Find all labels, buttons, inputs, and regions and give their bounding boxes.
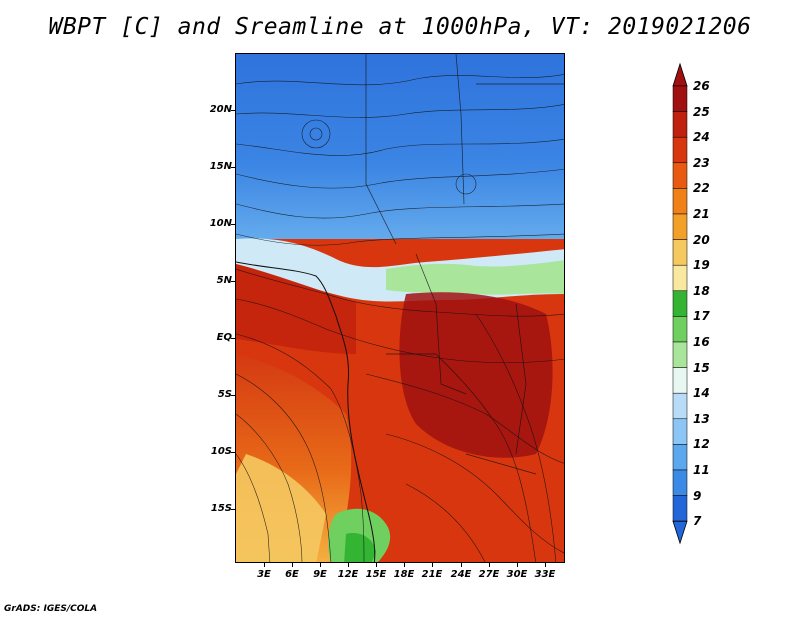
colorbar-segment: [672, 85, 688, 112]
coastline: [236, 261, 376, 562]
footer-credit: GrADS: IGES/COLA: [4, 604, 98, 614]
colorbar-label: 22: [693, 181, 710, 196]
green-band: [386, 260, 564, 295]
colorbar-segment: [672, 418, 688, 445]
lon-tick: [404, 563, 405, 567]
colorbar-segment: [672, 264, 688, 292]
colorbar-segment: [672, 392, 688, 420]
colorbar-segment: [672, 188, 688, 215]
colorbar-label: 11: [693, 463, 710, 477]
map-panel[interactable]: [235, 53, 565, 563]
wbpt-map: [236, 54, 564, 562]
colorbar-label: 20: [693, 232, 710, 247]
cool-region: [236, 54, 564, 254]
colorbar-label: 14: [693, 386, 710, 401]
lon-tick: [432, 563, 433, 567]
colorbar-label: 13: [693, 411, 710, 426]
lon-label-27e: 27E: [478, 569, 500, 580]
colorbar-segment: [672, 316, 688, 343]
lat-tick: [231, 110, 235, 111]
lat-label-20n: 20N: [209, 104, 232, 115]
colorbar-label: 25: [693, 104, 710, 119]
streamlines: [236, 74, 564, 562]
lat-label-15s: 15S: [210, 503, 232, 514]
lon-tick: [517, 563, 518, 567]
colorbar-label: 18: [693, 283, 710, 298]
colorbar-label: 17: [693, 309, 710, 324]
lon-label-12e: 12E: [337, 569, 359, 580]
lat-label-10s: 10S: [210, 446, 232, 457]
colorbar-scale: [672, 62, 688, 545]
lon-label-3e: 3E: [257, 569, 271, 580]
lon-label-30e: 30E: [506, 569, 528, 580]
lon-label-33e: 33E: [534, 569, 556, 580]
colorbar-segment: [672, 367, 688, 394]
lat-tick: [231, 167, 235, 168]
colorbar: 26 25 24 23 22 21 20 19 18 17 16 15 14 13 12 11 9 7: [670, 60, 770, 560]
lon-label-18e: 18E: [393, 569, 415, 580]
colorbar-label: 19: [693, 258, 710, 273]
colorbar-label: 7: [693, 514, 702, 529]
lon-label-15e: 15E: [365, 569, 387, 580]
lon-tick: [320, 563, 321, 567]
chart-title: WBPT [C] and Sreamline at 1000hPa, VT: 2…: [48, 14, 752, 40]
lat-label-10n: 10N: [209, 218, 232, 229]
lon-tick: [292, 563, 293, 567]
colorbar-segment: [672, 444, 688, 471]
colorbar-segment: [672, 213, 688, 240]
colorbar-label: 24: [693, 130, 710, 145]
colorbar-segment: [672, 341, 688, 368]
lon-tick: [489, 563, 490, 567]
lat-tick: [231, 395, 235, 396]
lon-label-24e: 24E: [450, 569, 472, 580]
colorbar-label: 12: [693, 437, 710, 452]
lat-label-15n: 15N: [209, 161, 232, 172]
colorbar-segment: [672, 111, 688, 138]
lat-label-5n: 5N: [216, 275, 232, 286]
colorbar-segment: [672, 136, 688, 164]
colorbar-label: 16: [693, 335, 710, 349]
lon-tick: [461, 563, 462, 567]
lon-tick: [264, 563, 265, 567]
lon-label-9e: 9E: [313, 569, 327, 580]
lon-tick: [545, 563, 546, 567]
lat-tick: [231, 509, 235, 510]
colorbar-label: 15: [693, 360, 710, 375]
lat-tick: [231, 452, 235, 453]
lon-tick: [376, 563, 377, 567]
colorbar-min-arrow: [672, 520, 688, 545]
colorbar-label: 23: [693, 155, 710, 170]
lat-label-5s: 5S: [217, 389, 232, 400]
lat-tick: [231, 281, 235, 282]
colorbar-segment: [672, 469, 688, 496]
border-lines: [365, 54, 564, 475]
colorbar-segment: [672, 162, 688, 189]
lat-label-eq: EQ: [216, 332, 232, 343]
colorbar-label: 21: [693, 207, 710, 221]
colorbar-label: 9: [693, 488, 702, 503]
lon-label-21e: 21E: [421, 569, 443, 580]
colorbar-max-arrow: [672, 62, 688, 87]
lat-tick: [231, 338, 235, 339]
colorbar-segment: [672, 290, 688, 317]
lon-label-6e: 6E: [285, 569, 299, 580]
colorbar-label: 26: [693, 79, 710, 93]
colorbar-segment: [672, 239, 688, 266]
colorbar-segment: [672, 495, 688, 522]
lat-tick: [231, 224, 235, 225]
lon-tick: [348, 563, 349, 567]
